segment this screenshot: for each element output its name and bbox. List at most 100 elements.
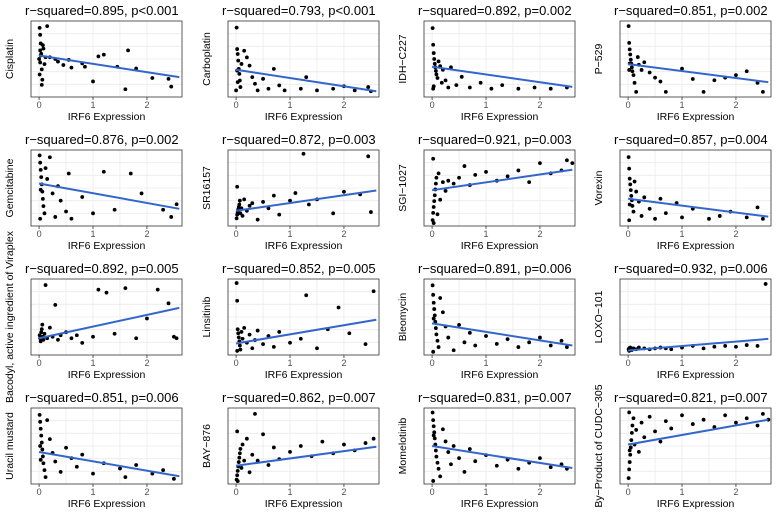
x-tick-label: 0 <box>430 100 435 110</box>
data-point <box>434 175 439 180</box>
data-point <box>462 340 467 345</box>
data-point <box>457 323 461 327</box>
data-point <box>41 204 46 208</box>
data-point <box>244 55 249 60</box>
data-point <box>467 85 472 90</box>
regression-line <box>235 68 377 93</box>
data-point <box>627 460 632 464</box>
data-point <box>431 221 436 225</box>
data-point <box>277 330 282 334</box>
data-point <box>271 67 276 71</box>
data-point <box>234 281 239 285</box>
data-point <box>369 210 373 214</box>
data-point <box>462 164 467 168</box>
data-point <box>744 215 749 220</box>
data-point <box>255 217 260 222</box>
panel-border <box>619 20 772 98</box>
data-point <box>663 419 668 424</box>
data-point <box>723 413 728 418</box>
data-point <box>435 338 440 343</box>
data-point <box>432 199 437 204</box>
data-point <box>80 195 85 199</box>
x-tick-label: 2 <box>144 358 149 368</box>
data-point <box>237 71 242 76</box>
data-point <box>261 342 265 347</box>
x-axis-label: IRF6 Expression <box>657 240 735 252</box>
data-point <box>433 181 438 186</box>
data-point <box>38 187 43 192</box>
x-tick-label: 2 <box>733 100 738 110</box>
data-point <box>548 343 553 348</box>
data-point <box>237 343 242 348</box>
data-point <box>331 211 336 216</box>
panel-border <box>227 278 380 356</box>
x-tick-label: 0 <box>626 358 631 368</box>
x-axis-label: IRF6 Expression <box>657 111 735 123</box>
data-point <box>366 85 371 89</box>
x-axis-label: IRF6 Expression <box>461 111 539 123</box>
x-tick-label: 0 <box>626 487 631 497</box>
data-point <box>631 209 636 214</box>
data-point <box>126 48 130 53</box>
data-point <box>42 468 47 473</box>
data-point <box>40 454 45 459</box>
panel-title: r−squared=0.852, p=0.005 <box>222 261 376 276</box>
data-point <box>240 213 245 218</box>
panel-title: r−squared=0.895, p<0.001 <box>25 3 179 18</box>
panel-title: r−squared=0.892, p=0.002 <box>418 3 572 18</box>
data-point <box>432 430 437 435</box>
x-tick-label: 2 <box>341 229 346 239</box>
data-point <box>250 201 255 206</box>
data-point <box>40 196 45 201</box>
data-point <box>250 75 255 80</box>
data-point <box>446 178 451 183</box>
data-point <box>436 345 441 349</box>
data-point <box>347 331 352 336</box>
x-tick-label: 2 <box>733 487 738 497</box>
data-point <box>639 214 644 218</box>
x-tick-label: 1 <box>680 229 685 239</box>
panel-title: r−squared=0.872, p=0.003 <box>222 132 376 147</box>
x-tick-label: 2 <box>733 358 738 368</box>
data-point <box>443 78 448 83</box>
x-tick-label: 0 <box>430 229 435 239</box>
data-point <box>761 216 765 221</box>
data-point <box>565 158 569 163</box>
data-point <box>755 344 760 348</box>
data-point <box>527 340 532 345</box>
data-point <box>40 77 45 82</box>
data-point <box>432 307 437 311</box>
data-point <box>431 292 436 297</box>
data-point <box>45 24 50 29</box>
x-tick-label: 2 <box>341 487 346 497</box>
x-tick-label: 1 <box>288 100 293 110</box>
data-point <box>763 282 768 286</box>
data-point <box>42 211 47 216</box>
data-point <box>69 336 74 341</box>
data-point <box>42 62 47 67</box>
data-point <box>150 76 155 80</box>
data-point <box>235 80 240 85</box>
x-tick-label: 1 <box>484 229 489 239</box>
x-axis-label: IRF6 Expression <box>657 369 735 381</box>
data-point <box>628 182 633 187</box>
data-point <box>712 425 717 429</box>
data-point <box>266 86 271 91</box>
data-point <box>261 76 265 81</box>
x-tick-label: 1 <box>91 358 96 368</box>
panel-border <box>30 278 183 356</box>
data-point <box>627 410 632 415</box>
data-point <box>438 474 443 479</box>
data-point <box>47 437 52 441</box>
panel-title: r−squared=0.921, p=0.003 <box>418 132 572 147</box>
panel-border <box>423 278 576 356</box>
data-point <box>123 475 128 479</box>
data-point <box>234 88 238 93</box>
data-point <box>629 65 634 70</box>
x-tick-label: 1 <box>680 358 685 368</box>
data-point <box>467 330 472 335</box>
data-point <box>238 211 243 216</box>
data-point <box>304 293 309 298</box>
data-point <box>430 283 435 288</box>
data-point <box>174 202 179 207</box>
